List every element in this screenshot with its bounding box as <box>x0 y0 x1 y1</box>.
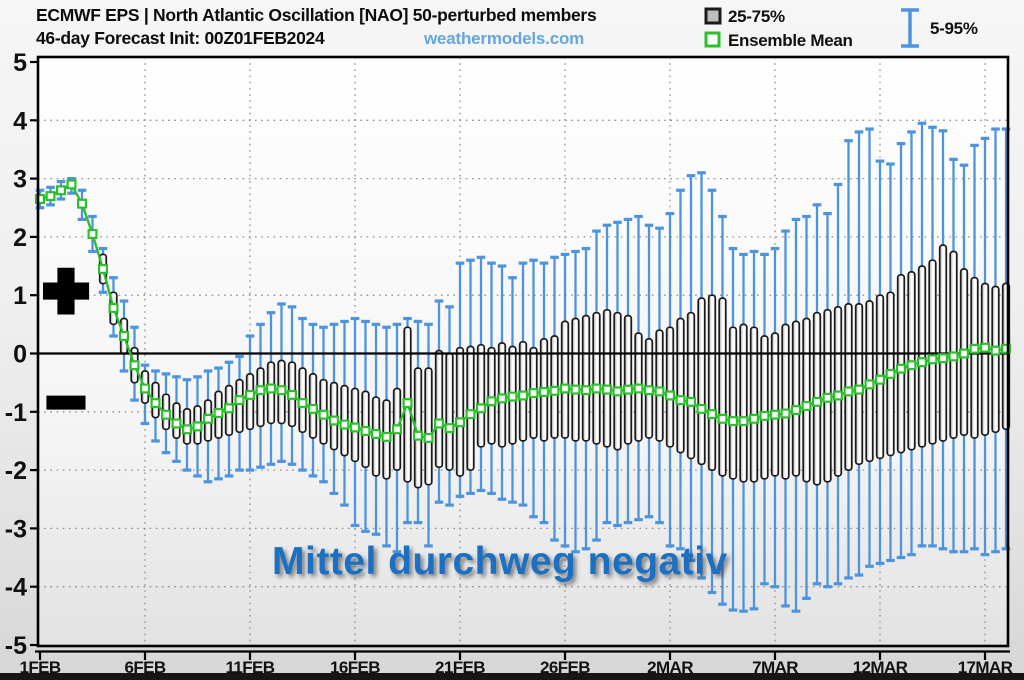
legend-box-range-icon <box>704 7 722 25</box>
watermark: weathermodels.com <box>423 29 584 48</box>
x-tick-label: 26FEB <box>540 658 590 677</box>
y-tick-label: -5 <box>5 632 27 660</box>
y-tick-label: -1 <box>5 399 27 427</box>
annotation-mittel-durchweg-negativ: Mittel durchweg negativ <box>272 540 728 583</box>
x-tick-label: 17MAR <box>958 658 1013 677</box>
legend-ensemble-mean-label: Ensemble Mean <box>728 31 853 50</box>
y-tick-label: 5 <box>13 49 27 77</box>
legend: 25-75% Ensemble Mean 5-95% <box>704 7 978 50</box>
x-tick-label: 16FEB <box>330 658 380 677</box>
minus-symbol: − <box>47 366 84 438</box>
x-tick-label: 12MAR <box>853 658 908 677</box>
y-tick-label: 3 <box>13 166 27 194</box>
legend-whisker-label: 5-95% <box>930 19 978 38</box>
y-tick-label: -4 <box>5 574 27 602</box>
plot-frame <box>36 55 1010 648</box>
legend-ensemble-mean-icon <box>704 31 721 48</box>
chart-title: ECMWF EPS | North Atlantic Oscillation [… <box>36 5 597 25</box>
y-tick-label: 1 <box>13 282 27 310</box>
legend-whisker-icon <box>901 8 919 48</box>
x-tick-label: 6FEB <box>124 658 165 677</box>
x-tick-label: 21FEB <box>435 658 485 677</box>
y-tick-label: -3 <box>5 515 27 543</box>
plus-symbol: + <box>44 249 87 332</box>
y-tick-label: 2 <box>13 224 27 252</box>
x-tick-label: 2MAR <box>647 658 693 677</box>
x-tick-label: 11FEB <box>226 658 275 677</box>
legend-box-range-label: 25-75% <box>728 7 785 26</box>
y-tick-label: 4 <box>13 107 27 135</box>
y-tick-label: 0 <box>13 341 27 369</box>
bottom-bar <box>0 673 1024 680</box>
chart-subtitle: 46-day Forecast Init: 00Z01FEB2024 <box>36 28 325 48</box>
y-tick-label: -2 <box>5 457 27 485</box>
x-tick-label: 7MAR <box>752 658 798 677</box>
x-tick-label: 1FEB <box>19 658 60 677</box>
ensemble-mean-markers <box>34 179 1011 444</box>
